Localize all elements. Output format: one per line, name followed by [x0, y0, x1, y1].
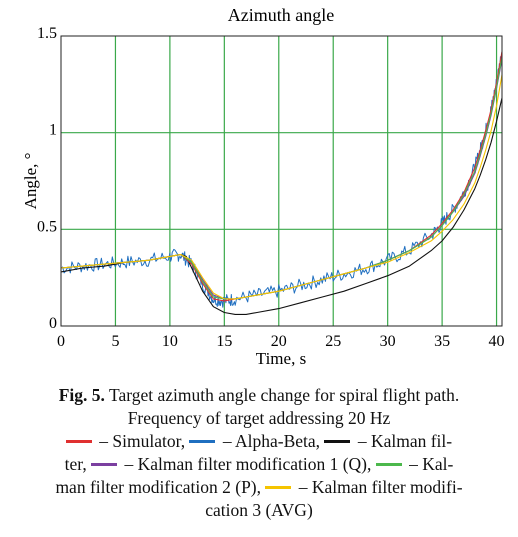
x-tick-label-8: 40	[489, 333, 505, 350]
legend-line-2: ter, – Kalman filter modification 1 (Q),…	[8, 453, 510, 476]
legend-kalman-avg-part1: Kalman filter modifi-	[311, 477, 463, 497]
caption-label: Fig. 5.	[58, 385, 105, 405]
legend-sep: –	[94, 431, 113, 451]
legend-kalman-p-part2: man filter modification 2 (P),	[55, 477, 262, 497]
series-line-5	[60, 74, 503, 300]
x-axis-label: Time, s	[256, 349, 306, 368]
legend-sep: –	[120, 454, 138, 474]
x-tick-label-0: 0	[57, 333, 65, 350]
y-tick-label-1: 0.5	[37, 218, 57, 235]
legend-swatch-kalman	[324, 440, 351, 444]
x-tick-labels: 0 5 10 15 20 25 30 35 40	[57, 333, 505, 350]
legend-swatch-kalman-p	[375, 463, 402, 467]
series-group	[60, 51, 503, 315]
legend-swatch-simulator	[65, 440, 92, 444]
series-line-1	[60, 51, 503, 308]
x-tick-label-2: 10	[162, 333, 178, 350]
y-tick-label-0: 0	[49, 315, 57, 332]
plot-frame	[60, 35, 503, 327]
legend-kalman-q: Kalman filter modification 1 (Q),	[137, 454, 372, 474]
legend-kalman-p-part1: Kal-	[422, 454, 454, 474]
y-axis-label: Angle, °	[21, 153, 40, 210]
caption-line2: Frequency of target addressing 20 Hz	[127, 408, 391, 428]
legend-kalman-part2: ter,	[64, 454, 87, 474]
legend-sep: –	[404, 454, 423, 474]
legend-sep: –	[218, 431, 236, 451]
series-line-2	[60, 97, 503, 315]
legend-swatch-kalman-q	[91, 463, 118, 467]
grid	[61, 36, 502, 326]
chart-title: Azimuth angle	[228, 5, 334, 25]
x-tick-label-1: 5	[111, 333, 119, 350]
x-tick-label-4: 20	[271, 333, 287, 350]
legend-kalman-part1: Kalman fil-	[370, 431, 453, 451]
legend-alpha-beta: Alpha-Beta,	[235, 431, 321, 451]
legend-sep: –	[353, 431, 371, 451]
azimuth-chart: Azimuth angle 0 5 10 15 20 25 30 35 40 00.511.5 …	[21, 5, 505, 368]
caption-line1: Target azimuth angle change for spiral f…	[104, 385, 460, 405]
legend-sep: –	[294, 477, 312, 497]
legend-line-1: – Simulator, – Alpha-Beta, – Kalman fil-	[8, 430, 510, 453]
x-tick-label-3: 15	[216, 333, 232, 350]
y-tick-label-3: 1.5	[37, 25, 57, 42]
x-tick-label-6: 30	[380, 333, 396, 350]
figure-caption: Fig. 5. Target azimuth angle change for …	[8, 384, 510, 522]
caption-title-line: Fig. 5. Target azimuth angle change for …	[8, 384, 510, 407]
legend-line-3: man filter modification 2 (P), – Kalman …	[8, 476, 510, 499]
legend-kalman-avg-part2: cation 3 (AVG)	[205, 500, 313, 520]
legend-swatch-alpha-beta	[189, 440, 216, 444]
x-tick-label-7: 35	[434, 333, 450, 350]
legend-swatch-kalman-avg	[265, 486, 292, 490]
y-tick-label-2: 1	[49, 122, 57, 139]
y-tick-labels: 0 0.5 1 1.5	[37, 25, 57, 332]
legend-simulator: Simulator,	[112, 431, 186, 451]
x-tick-label-5: 25	[325, 333, 341, 350]
